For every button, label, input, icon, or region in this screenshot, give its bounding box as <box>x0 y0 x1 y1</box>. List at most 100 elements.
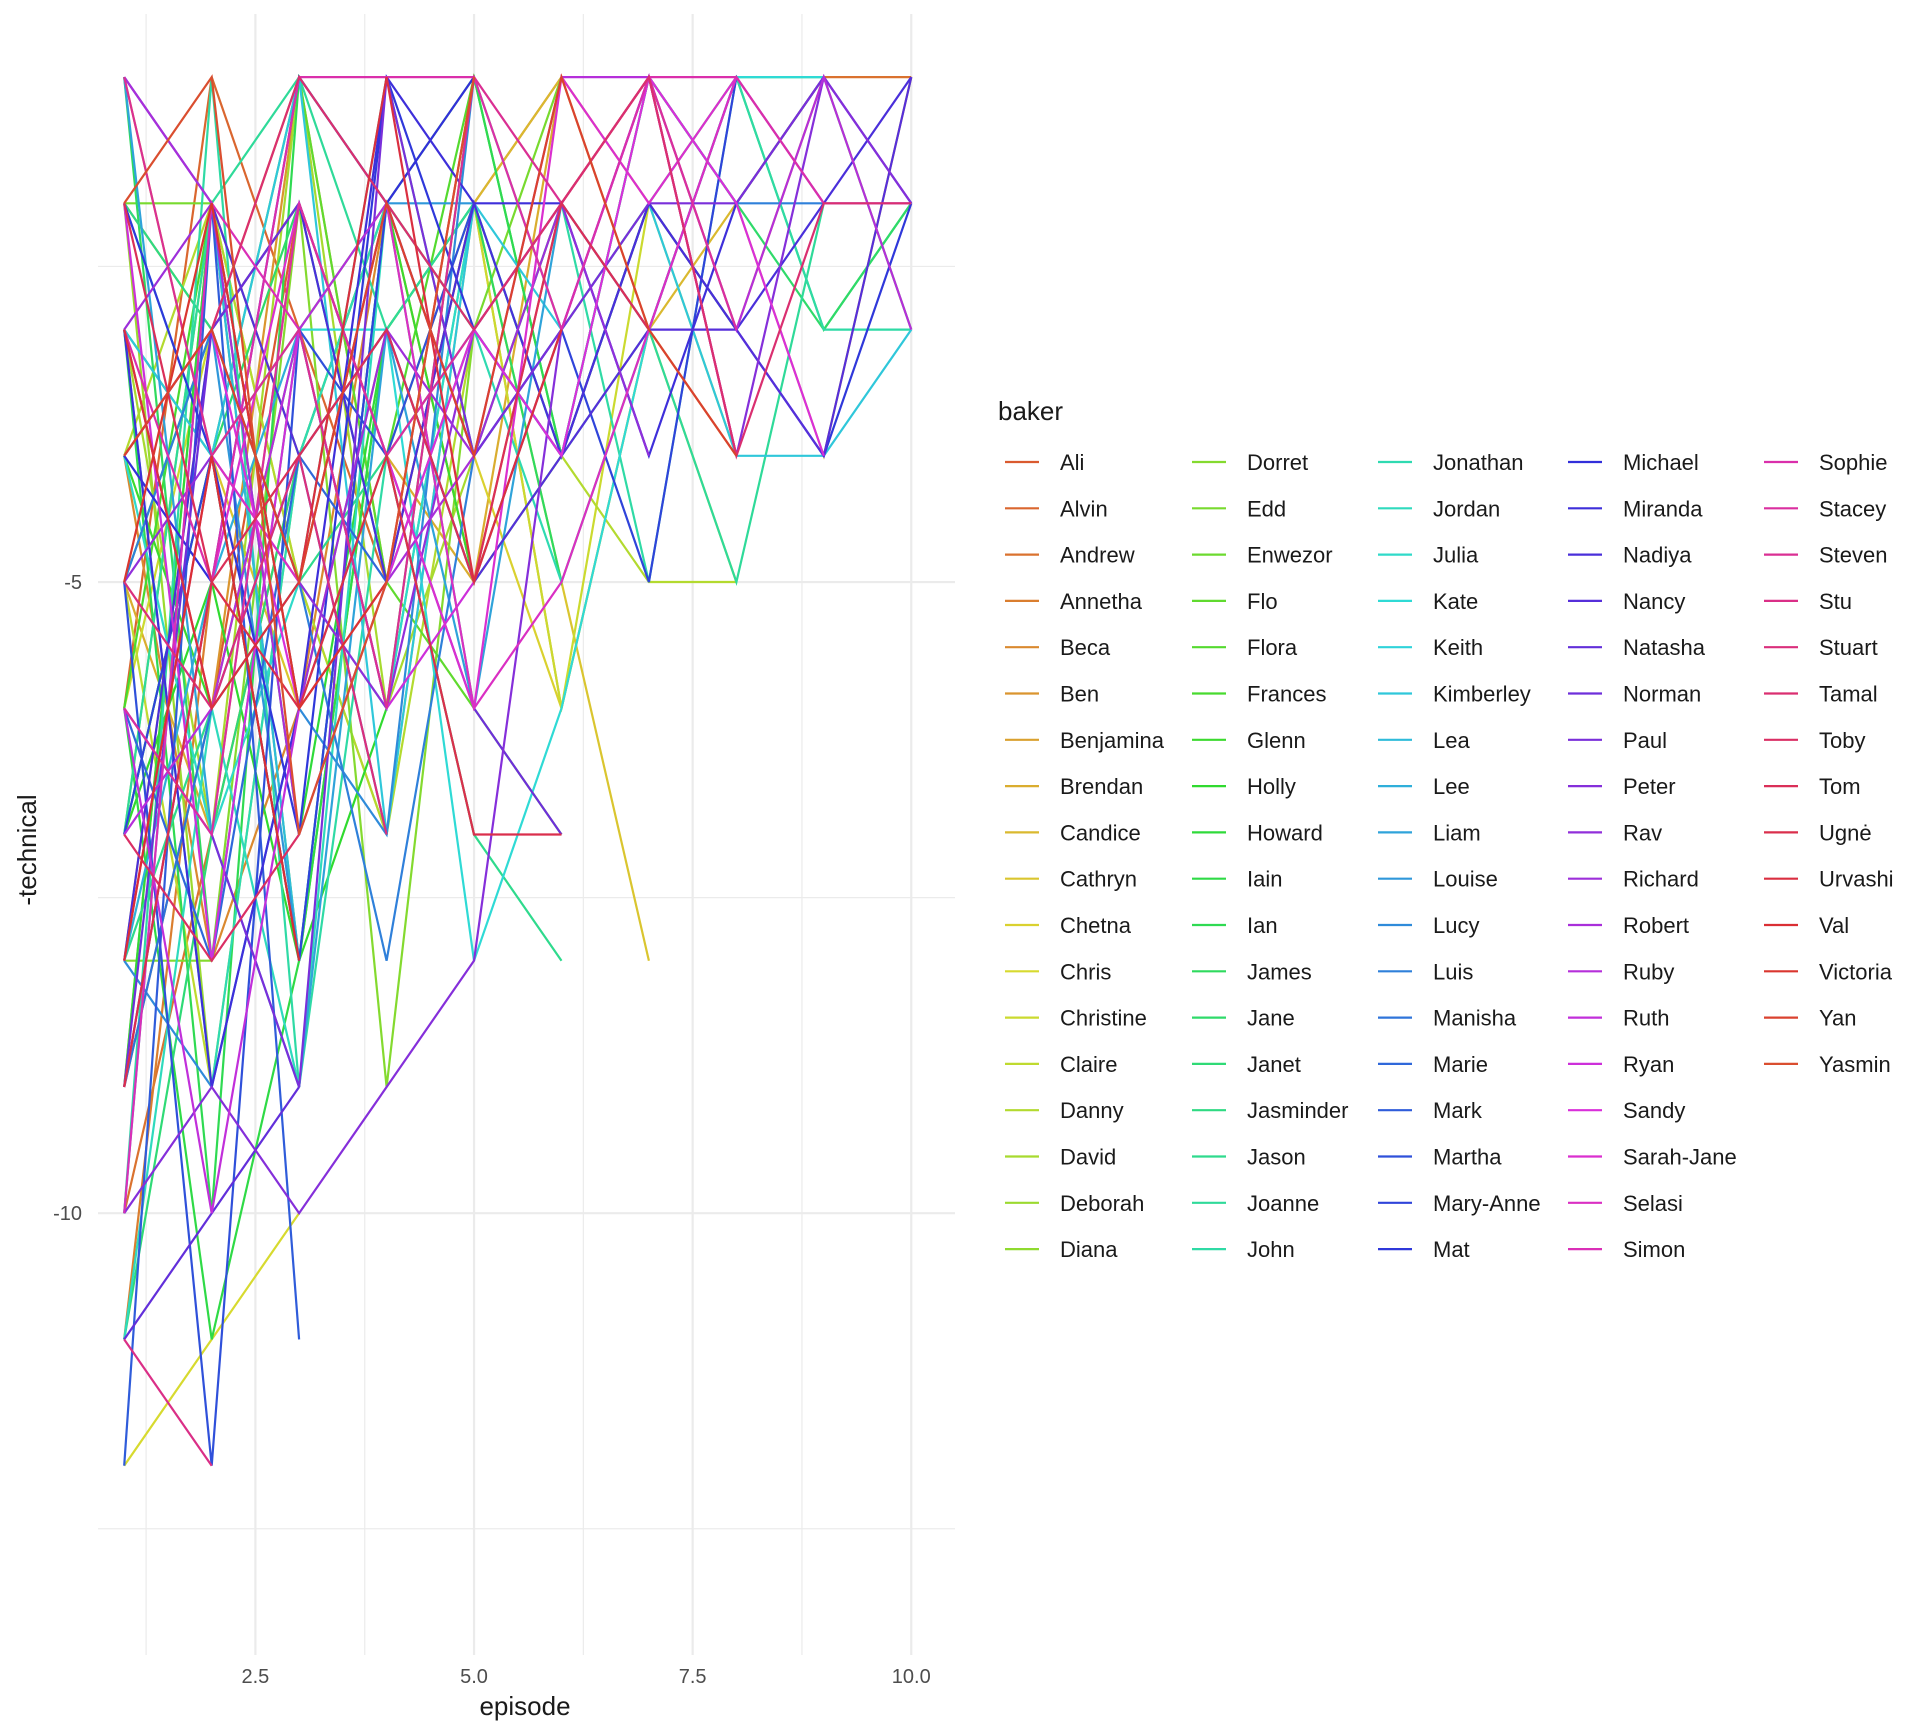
legend-item-peter: Peter <box>1568 774 1676 799</box>
legend-label: Lee <box>1433 774 1470 799</box>
legend-label: Sophie <box>1819 450 1888 475</box>
legend-label: Ruby <box>1623 959 1674 984</box>
legend-label: Natasha <box>1623 635 1706 660</box>
grid-lines <box>98 14 955 1655</box>
legend-item-ruby: Ruby <box>1568 959 1674 984</box>
legend-label: Candice <box>1060 820 1141 845</box>
legend-item-sarah-jane: Sarah-Jane <box>1568 1145 1737 1170</box>
legend-item-yan: Yan <box>1764 1006 1857 1031</box>
legend-item-urvashi: Urvashi <box>1764 867 1894 892</box>
legend-item-john: John <box>1192 1237 1295 1262</box>
legend-item-tamal: Tamal <box>1764 682 1878 707</box>
legend-item-dorret: Dorret <box>1192 450 1308 475</box>
legend-item-diana: Diana <box>1005 1237 1118 1262</box>
legend-item-claire: Claire <box>1005 1052 1117 1077</box>
legend-item-holly: Holly <box>1192 774 1296 799</box>
legend-item-jonathan: Jonathan <box>1378 450 1524 475</box>
y-axis-title: -technical <box>12 794 42 905</box>
legend-label: Joanne <box>1247 1191 1319 1216</box>
legend-item-martha: Martha <box>1378 1145 1502 1170</box>
legend-label: Jordan <box>1433 496 1500 521</box>
legend-label: Ugnė <box>1819 820 1872 845</box>
legend-item-kimberley: Kimberley <box>1378 682 1531 707</box>
legend-label: Luis <box>1433 959 1473 984</box>
legend-label: Sarah-Jane <box>1623 1145 1737 1170</box>
legend-item-enwezor: Enwezor <box>1192 543 1333 568</box>
legend-label: Lea <box>1433 728 1470 753</box>
legend-item-tom: Tom <box>1764 774 1861 799</box>
legend-label: Julia <box>1433 543 1479 568</box>
legend-item-miranda: Miranda <box>1568 496 1703 521</box>
legend-item-james: James <box>1192 959 1312 984</box>
series-line-stu <box>123 1338 213 1467</box>
legend-label: Yan <box>1819 1006 1857 1031</box>
legend-label: Nadiya <box>1623 543 1692 568</box>
legend-label: Flora <box>1247 635 1298 660</box>
x-tick-label: 2.5 <box>242 1666 270 1688</box>
legend-label: Deborah <box>1060 1191 1144 1216</box>
y-tick-label: -5 <box>64 572 82 594</box>
legend-label: Miranda <box>1623 496 1703 521</box>
y-tick-label: -10 <box>53 1203 82 1225</box>
series-line-toby <box>123 833 301 963</box>
legend-item-janet: Janet <box>1192 1052 1301 1077</box>
legend-label: Frances <box>1247 682 1326 707</box>
legend-label: Dorret <box>1247 450 1308 475</box>
legend-item-steven: Steven <box>1764 543 1888 568</box>
legend-label: Tom <box>1819 774 1861 799</box>
legend-label: Lucy <box>1433 913 1479 938</box>
legend-item-jason: Jason <box>1192 1145 1306 1170</box>
legend-label: Edd <box>1247 496 1286 521</box>
legend-label: Urvashi <box>1819 867 1894 892</box>
legend-label: Iain <box>1247 867 1282 892</box>
legend-label: Mat <box>1433 1237 1470 1262</box>
legend-label: Christine <box>1060 1006 1147 1031</box>
legend-label: Glenn <box>1247 728 1306 753</box>
legend-label: Danny <box>1060 1098 1124 1123</box>
legend-item-andrew: Andrew <box>1005 543 1135 568</box>
legend-item-jordan: Jordan <box>1378 496 1500 521</box>
legend-label: Nancy <box>1623 589 1685 614</box>
legend-label: Holly <box>1247 774 1296 799</box>
legend-label: Ali <box>1060 450 1084 475</box>
legend-item-ugnė: Ugnė <box>1764 820 1872 845</box>
legend-item-victoria: Victoria <box>1764 959 1893 984</box>
legend: Ali Alvin Andrew Annetha Beca Ben Benjamina Bre… <box>1005 450 1894 1262</box>
legend-label: Mary-Anne <box>1433 1191 1541 1216</box>
series-line-ugnė <box>123 451 562 1088</box>
legend-item-ruth: Ruth <box>1568 1006 1669 1031</box>
legend-item-candice: Candice <box>1005 820 1141 845</box>
series-line-urvashi <box>123 76 563 711</box>
series-line-val <box>123 455 301 961</box>
legend-item-ali: Ali <box>1005 450 1084 475</box>
legend-label: Cathryn <box>1060 867 1137 892</box>
legend-label: Howard <box>1247 820 1323 845</box>
legend-label: Paul <box>1623 728 1667 753</box>
legend-item-toby: Toby <box>1764 728 1865 753</box>
legend-label: Stu <box>1819 589 1852 614</box>
legend-item-joanne: Joanne <box>1192 1191 1319 1216</box>
legend-label: Ian <box>1247 913 1278 938</box>
legend-item-selasi: Selasi <box>1568 1191 1683 1216</box>
legend-label: Victoria <box>1819 959 1893 984</box>
legend-item-lee: Lee <box>1378 774 1470 799</box>
legend-item-stacey: Stacey <box>1764 496 1886 521</box>
legend-item-manisha: Manisha <box>1378 1006 1517 1031</box>
legend-item-ben: Ben <box>1005 682 1099 707</box>
legend-item-benjamina: Benjamina <box>1005 728 1165 753</box>
legend-label: Mark <box>1433 1098 1483 1123</box>
legend-label: Val <box>1819 913 1849 938</box>
legend-item-glenn: Glenn <box>1192 728 1306 753</box>
legend-label: Stacey <box>1819 496 1886 521</box>
legend-item-lea: Lea <box>1378 728 1470 753</box>
legend-label: Tamal <box>1819 682 1878 707</box>
legend-item-liam: Liam <box>1378 820 1481 845</box>
legend-item-ryan: Ryan <box>1568 1052 1674 1077</box>
legend-label: Brendan <box>1060 774 1143 799</box>
legend-label: Manisha <box>1433 1006 1517 1031</box>
legend-label: Ruth <box>1623 1006 1669 1031</box>
legend-item-simon: Simon <box>1568 1237 1685 1262</box>
legend-label: Marie <box>1433 1052 1488 1077</box>
legend-item-chris: Chris <box>1005 959 1111 984</box>
legend-item-edd: Edd <box>1192 496 1286 521</box>
